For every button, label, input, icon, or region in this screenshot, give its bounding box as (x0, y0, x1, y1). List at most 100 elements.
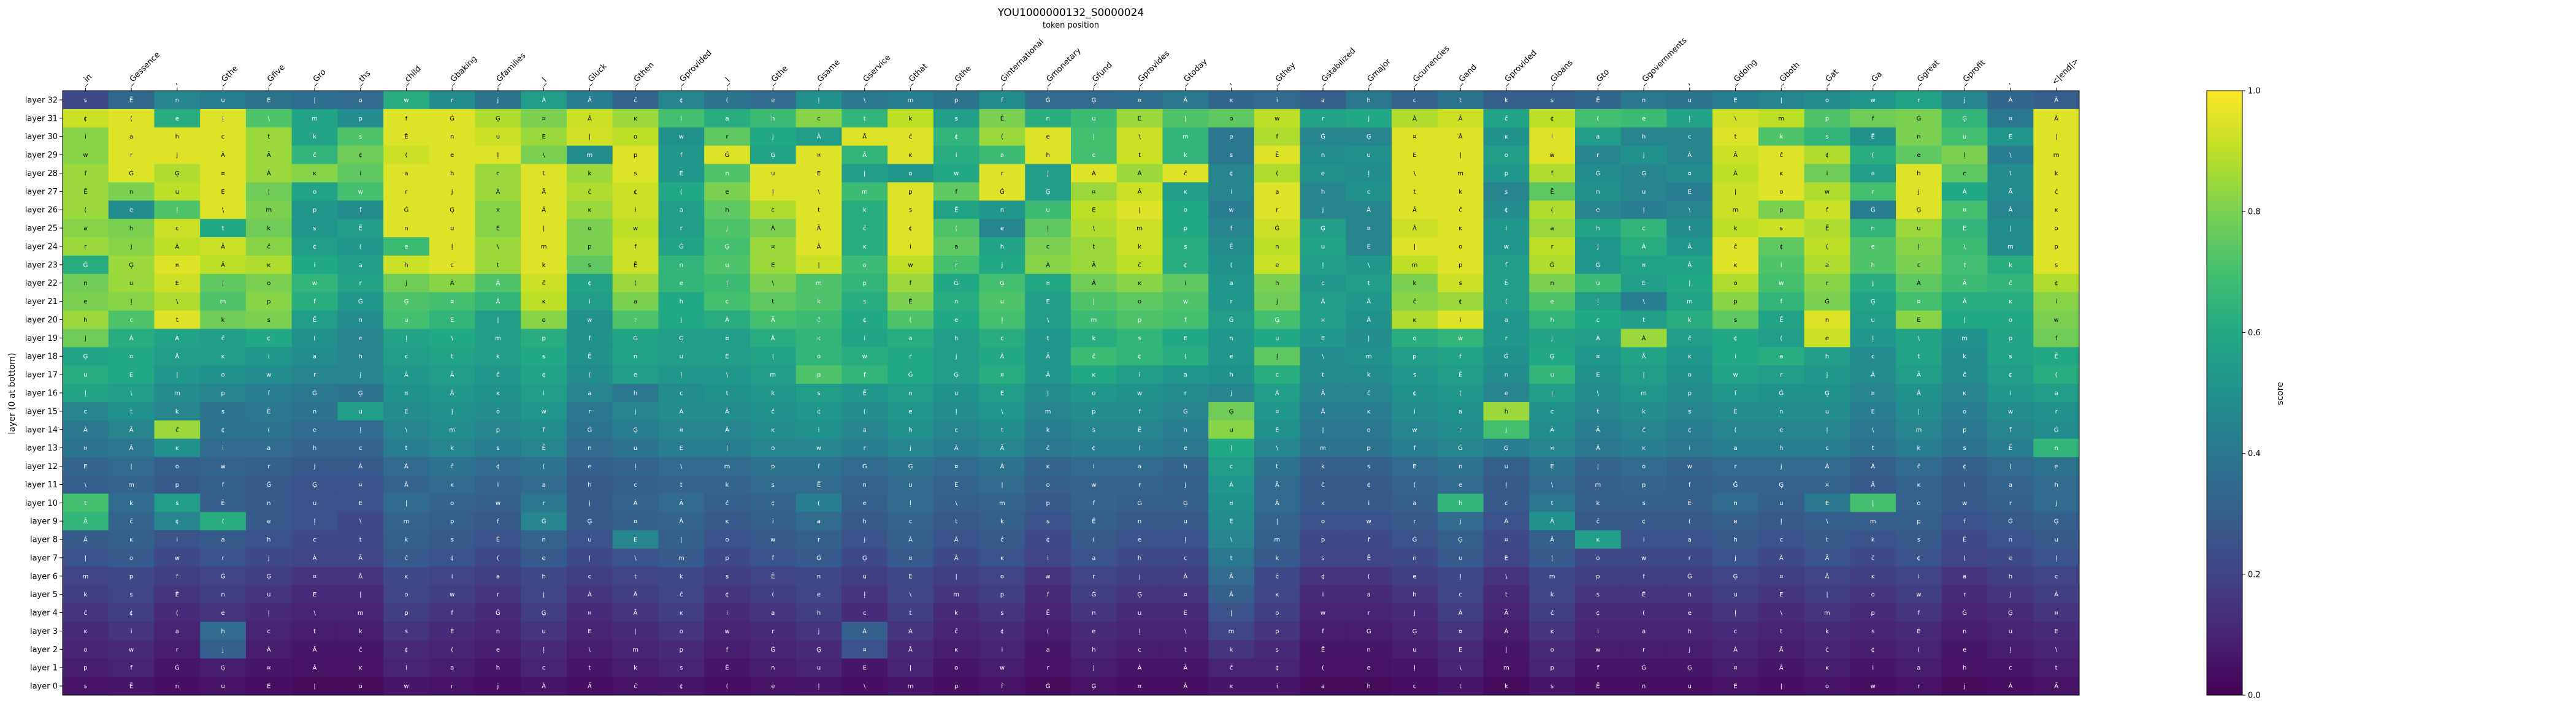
heatmap-cell-glyph: Ģ (404, 299, 409, 305)
heatmap-cell-glyph: r (1597, 152, 1600, 159)
heatmap-cell (1025, 402, 1071, 421)
heatmap-cell-glyph: w (2054, 317, 2059, 324)
heatmap-cell-glyph: ļ (1781, 519, 1782, 525)
heatmap-cell-glyph: j (1046, 170, 1049, 177)
heatmap-cell-glyph: Ā (954, 536, 959, 544)
heatmap-cell-glyph: t (1276, 463, 1278, 470)
heatmap-cell-glyph: p (1505, 170, 1508, 177)
heatmap-cell (1025, 108, 1071, 128)
heatmap-cell-glyph: t (726, 390, 729, 397)
heatmap-cell-glyph: | (2009, 226, 2011, 232)
heatmap-cell (1300, 237, 1346, 256)
colorbar-tick-label: 0.4 (2248, 449, 2261, 459)
heatmap-cell (1437, 108, 1484, 128)
heatmap-cell-glyph: ĉ (2055, 188, 2058, 196)
heatmap-cell-glyph: c (1917, 262, 1921, 268)
heatmap-cell-glyph: ( (84, 207, 86, 214)
heatmap-cell-glyph: w (954, 170, 959, 177)
heatmap-cell (521, 219, 567, 238)
heatmap-cell-glyph: t (359, 537, 362, 544)
heatmap-cell-glyph: Â (496, 297, 500, 305)
heatmap-cell-glyph: ¤ (1138, 683, 1141, 690)
heatmap-cell (1712, 237, 1759, 256)
heatmap-cell-glyph: m (1229, 628, 1235, 635)
heatmap-cell (612, 273, 659, 293)
heatmap-cell-glyph: c (680, 390, 683, 397)
heatmap-cell-glyph: t (1322, 372, 1324, 379)
heatmap-cell-glyph: p (1321, 537, 1325, 544)
heatmap-cell (200, 91, 247, 110)
heatmap-cell-glyph: Ġ (587, 425, 592, 433)
heatmap-cell (245, 420, 293, 440)
heatmap-cell (1208, 91, 1255, 110)
heatmap-cell (337, 292, 384, 311)
heatmap-cell (1254, 255, 1301, 275)
heatmap-cell (1208, 273, 1255, 293)
heatmap-cell (933, 237, 980, 256)
heatmap-cell-glyph: ĸ (1596, 537, 1600, 544)
heatmap-cell (200, 329, 247, 348)
heatmap-cell-glyph: ĉ (1459, 207, 1462, 214)
x-tick-label: _Gfamilies (491, 51, 527, 87)
heatmap-cell-glyph: ¢ (1642, 519, 1646, 525)
heatmap-cell-glyph: f (910, 280, 912, 287)
heatmap-cell-glyph: n (2054, 445, 2058, 452)
heatmap-cell-glyph: m (1412, 262, 1418, 268)
heatmap-cell-glyph: ( (726, 97, 729, 104)
heatmap-cell (1666, 292, 1713, 311)
heatmap-cell (1850, 219, 1896, 238)
heatmap-cell-glyph: u (221, 683, 224, 690)
heatmap-cell-glyph: k (588, 170, 591, 177)
heatmap-cell-glyph: t (1368, 280, 1370, 287)
heatmap-cell-glyph: m (1366, 354, 1372, 360)
heatmap-cell (1025, 182, 1071, 201)
heatmap-cell (1529, 292, 1576, 311)
heatmap-cell-glyph: f (1001, 683, 1003, 690)
heatmap-cell (383, 255, 430, 275)
heatmap-cell-glyph: f (1230, 226, 1233, 232)
heatmap-cell (337, 273, 384, 293)
heatmap-cell (154, 219, 201, 238)
heatmap-cell (1758, 365, 1805, 384)
heatmap-cell-glyph: ĸ (1505, 134, 1508, 140)
heatmap-cell (933, 219, 980, 238)
x-tick-label: _Gprovided (1500, 48, 1538, 87)
heatmap-cell (1850, 164, 1896, 183)
heatmap-cell-glyph: ¢ (1871, 647, 1875, 653)
heatmap-cell (979, 200, 1025, 219)
heatmap-cell-glyph: ĉ (1917, 463, 1921, 470)
y-tick-label: layer 5 (30, 590, 58, 600)
heatmap-cell-glyph: ļ (956, 408, 957, 415)
heatmap-cell (1987, 219, 2034, 238)
heatmap-cell-glyph: p (954, 97, 958, 104)
heatmap-cell (933, 200, 980, 219)
heatmap-cell-glyph: t (1413, 189, 1416, 196)
heatmap-cell-glyph: c (1321, 280, 1325, 287)
heatmap-cell (979, 255, 1025, 275)
heatmap-cell-glyph: o (359, 683, 362, 690)
heatmap-cell-glyph: k (1000, 519, 1004, 525)
heatmap-cell (475, 108, 521, 128)
heatmap-cell-glyph: r (1917, 97, 1920, 104)
heatmap-cell-glyph: Ā (1321, 389, 1325, 397)
heatmap-cell-glyph: m (358, 610, 364, 617)
heatmap-cell (612, 219, 659, 238)
heatmap-cell-glyph: ĸ (1963, 390, 1966, 397)
heatmap-cell-glyph: | (1093, 299, 1095, 305)
heatmap-cell (1666, 237, 1713, 256)
colorbar-gradient (2206, 90, 2243, 696)
heatmap-cell-glyph: Ē (2054, 352, 2058, 360)
heatmap-cell (1666, 164, 1713, 183)
heatmap-cell-glyph: n (1367, 647, 1371, 653)
heatmap-cell (2033, 219, 2080, 238)
heatmap-cell-glyph: ĉ (1138, 261, 1141, 268)
heatmap-cell (887, 347, 934, 366)
y-tick-label: layer 26 (25, 206, 58, 215)
heatmap-cell-glyph: h (1046, 152, 1049, 159)
heatmap-cell-glyph: u (221, 97, 224, 104)
heatmap-cell-glyph: Ā (679, 499, 683, 507)
heatmap-cell-glyph: e (221, 610, 224, 617)
heatmap-cell-glyph: E (1321, 335, 1325, 342)
heatmap-cell-glyph: s (84, 97, 87, 104)
